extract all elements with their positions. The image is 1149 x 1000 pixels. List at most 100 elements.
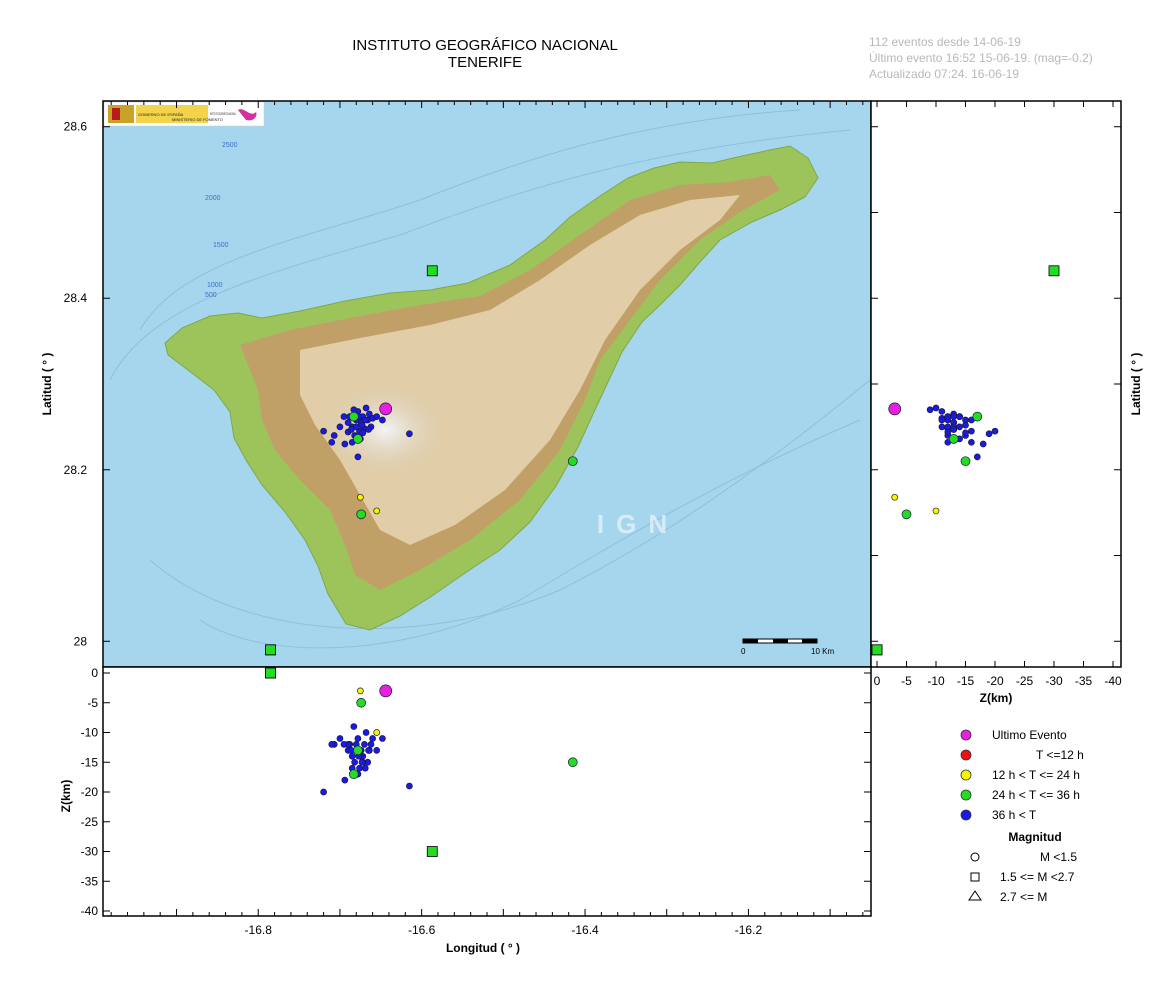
event-36h-lon-depth-28 — [373, 746, 381, 754]
event-36h-lon-depth-25 — [350, 723, 358, 730]
right-z-tick-label-3: -15 — [957, 674, 975, 688]
longitude-axis-label: Longitud ( ° ) — [446, 941, 520, 955]
event-36h-map-27 — [354, 453, 362, 461]
event-12-24h-map-0 — [357, 493, 364, 501]
event-36h-lat-depth-3 — [979, 440, 987, 448]
legend-t12-24-label: 12 h < T <= 24 h — [992, 768, 1080, 782]
teide-summit — [325, 385, 445, 475]
station-map-2 — [265, 644, 276, 656]
station-lon-depth-0 — [426, 846, 438, 857]
event-36h-lat-depth-29 — [938, 416, 946, 424]
station-lon-depth-2 — [265, 667, 276, 679]
event-36h-map-35 — [348, 426, 355, 433]
latitude-depth-panel: 0 -5 -10 -15 -20 -25 -30 -35 -40 — [870, 100, 1122, 688]
legend-t36-marker — [960, 809, 972, 821]
event-36h-lat-depth-6 — [956, 423, 963, 431]
event-24-36h-lon-depth-3 — [353, 745, 363, 756]
event-36h-lon-depth-24 — [365, 746, 372, 754]
depth-label-2000: 2000 — [205, 195, 221, 202]
station-lat-depth-2 — [871, 644, 883, 656]
event-24-36h-lat-depth-2 — [972, 411, 983, 422]
event-36h-lat-depth-10 — [968, 427, 975, 435]
right-z-tick-label-7: -35 — [1075, 674, 1093, 688]
event-36h-lon-depth-17 — [367, 741, 375, 748]
event-36h-lat-depth-35 — [950, 426, 958, 433]
station-lat-depth-0 — [1048, 265, 1060, 277]
event-36h-lon-depth-31 — [328, 741, 336, 748]
event-36h-map-33 — [361, 416, 369, 424]
lat-tick-label-1: 28.4 — [64, 291, 88, 305]
event-36h-lon-depth-30 — [406, 782, 413, 790]
lat-tick-label-3: 28 — [74, 634, 88, 648]
depth-axis-label-right: Z(km) — [980, 691, 1013, 705]
event-36h-lon-depth-0 — [320, 788, 327, 796]
event-36h-lat-depth-27 — [973, 453, 981, 461]
lon-tick-label-1: -16.6 — [408, 923, 436, 937]
event-36h-map-29 — [379, 416, 386, 424]
bottom-z-tick-label-3: -15 — [81, 755, 99, 769]
station-map-0 — [426, 265, 438, 277]
legend-t12-marker — [960, 749, 972, 761]
event-36h-lon-depth-33 — [361, 764, 369, 772]
ign-watermark: IGN — [597, 509, 679, 539]
latest-event-lon-depth-0 — [379, 684, 393, 698]
latest-event-map-0 — [379, 402, 393, 416]
right-z-tick-label-0: 0 — [874, 674, 881, 688]
right-panel-ticks: 0 -5 -10 -15 -20 -25 -30 -35 -40 — [871, 101, 1122, 688]
info-line-updated: Actualizado 07:24. 16-06-19 — [869, 67, 1020, 81]
event-24-36h-map-2 — [348, 411, 359, 422]
event-24-36h-map-1 — [356, 509, 367, 520]
lat-tick-label-0: 28.6 — [64, 120, 88, 134]
right-z-tick-label-4: -20 — [986, 674, 1004, 688]
map-lat-ticks: 28.6 28.4 28.2 28 — [64, 101, 864, 648]
map-marks — [265, 265, 578, 656]
bottom-z-tick-label-5: -25 — [81, 815, 99, 829]
event-36h-lat-depth-19 — [968, 438, 975, 446]
depth-labels: 2500 2000 1500 1000 500 — [205, 142, 238, 299]
right-z-tick-label-2: -10 — [927, 674, 945, 688]
bottom-panel-frame — [102, 666, 872, 917]
lon-tick-label-3: -16.2 — [735, 923, 763, 937]
latitude-axis-label-right: Latitud ( ° ) — [1129, 353, 1143, 416]
page-title: INSTITUTO GEOGRÁFICO NACIONAL TENERIFE — [300, 37, 670, 71]
event-36h-lat-depth-26 — [944, 413, 952, 420]
lon-tick-label-2: -16.4 — [571, 923, 599, 937]
event-36h-lon-depth-14 — [362, 729, 370, 736]
legend-mag-medium-label: 1.5 <= M <2.7 — [1000, 870, 1075, 884]
event-36h-lat-depth-30 — [985, 430, 993, 438]
event-12-24h-map-1 — [373, 507, 381, 515]
event-36h-lon-depth-3 — [341, 776, 349, 784]
event-12-24h-lon-depth-1 — [373, 729, 381, 736]
logo-mark-icon — [238, 109, 257, 121]
logo-ministry-text: MINISTERIO DE FOMENTO — [172, 117, 223, 122]
event-24-36h-lat-depth-1 — [901, 509, 912, 520]
title-line-region: TENERIFE — [447, 54, 523, 71]
legend-magnitude-title: Magnitud — [1008, 830, 1061, 844]
event-36h-lat-depth-32 — [962, 421, 969, 429]
event-36h-lat-depth-14 — [932, 404, 940, 412]
lat-tick-label-2: 28.2 — [64, 463, 88, 477]
map-panel: 2500 2000 1500 1000 500 IGN GOBIERNO DE … — [64, 100, 872, 668]
event-36h-lon-depth-7 — [351, 758, 358, 766]
event-36h-map-2 — [336, 423, 344, 431]
event-24-36h-lat-depth-0 — [960, 456, 971, 467]
event-36h-map-14 — [362, 404, 370, 412]
event-24-36h-lon-depth-1 — [356, 697, 367, 708]
event-24-36h-map-3 — [353, 434, 363, 444]
event-36h-lat-depth-23 — [962, 429, 969, 437]
logo-ign-text: INSTITUTO GEOGRÁFICO NACIONAL — [210, 112, 236, 116]
event-36h-map-31 — [328, 438, 336, 446]
bottom-z-tick-label-0: 0 — [91, 666, 98, 680]
latitude-axis-label: Latitud ( ° ) — [40, 353, 54, 416]
right-z-tick-label-1: -5 — [901, 674, 912, 688]
legend-t36-label: 36 h < T — [992, 808, 1037, 822]
event-36h-map-3 — [341, 440, 349, 448]
event-36h-lon-depth-26 — [340, 741, 348, 748]
event-36h-lat-depth-20 — [944, 428, 952, 436]
bottom-panel-ticks: -16.8 -16.6 -16.4 -16.2 0 -5 -10 -15 -20 -25 -30 -3… — [81, 666, 871, 937]
legend-t24-36-label: 24 h < T <= 36 h — [992, 788, 1080, 802]
event-36h-lat-depth-34 — [956, 413, 963, 420]
triangle-icon — [968, 890, 982, 901]
event-36h-map-0 — [320, 427, 327, 435]
